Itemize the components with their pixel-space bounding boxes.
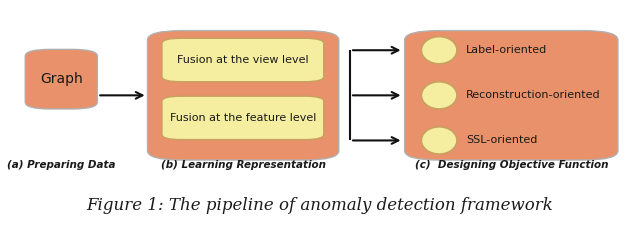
FancyBboxPatch shape — [404, 31, 618, 160]
Text: (a) Preparing Data: (a) Preparing Data — [7, 160, 116, 170]
FancyBboxPatch shape — [148, 31, 339, 160]
Text: Fusion at the feature level: Fusion at the feature level — [170, 113, 316, 123]
Ellipse shape — [421, 127, 457, 154]
Text: Graph: Graph — [40, 72, 83, 86]
Text: (c)  Designing Objective Function: (c) Designing Objective Function — [415, 160, 608, 170]
Text: Label-oriented: Label-oriented — [467, 45, 548, 55]
Ellipse shape — [421, 82, 457, 109]
Text: Fusion at the view level: Fusion at the view level — [177, 55, 308, 65]
Text: Reconstruction-oriented: Reconstruction-oriented — [467, 90, 601, 100]
Ellipse shape — [421, 37, 457, 64]
Text: SSL-oriented: SSL-oriented — [467, 136, 538, 146]
FancyBboxPatch shape — [162, 96, 324, 140]
Text: Figure 1: The pipeline of anomaly detection framework: Figure 1: The pipeline of anomaly detect… — [86, 197, 554, 215]
FancyBboxPatch shape — [25, 49, 97, 109]
Text: (b) Learning Representation: (b) Learning Representation — [161, 160, 326, 170]
FancyBboxPatch shape — [162, 38, 324, 82]
